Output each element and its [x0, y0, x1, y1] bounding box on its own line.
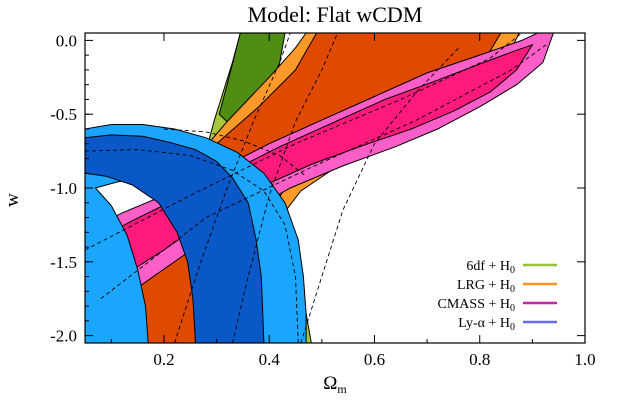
legend-label-lrg: LRG + H0 [457, 278, 515, 295]
y-tick-label: 0.0 [56, 31, 77, 50]
dashed-contour-4 [231, 33, 339, 343]
x-axis: 0.2 0.4 0.6 0.8 1.0 [110, 33, 596, 369]
x-tick-label: 0.6 [364, 350, 385, 369]
x-tick-label: 1.0 [574, 350, 595, 369]
y-tick-label: -1.5 [50, 253, 77, 272]
y-tick-label: -2.0 [50, 327, 77, 346]
x-tick-label: 0.4 [259, 350, 281, 369]
dashed-contour-7 [163, 128, 307, 177]
legend-label-6df: 6df + H0 [466, 259, 515, 276]
legend-label-lya: Ly-α + H0 [458, 316, 515, 333]
x-axis-label: Ωm [323, 373, 347, 396]
contour-lya-68 [85, 134, 265, 343]
legend-label-cmass: CMASS + H0 [438, 297, 515, 314]
dashed-contour-5 [300, 47, 460, 343]
x-axis-label-main: Ω [323, 373, 337, 394]
y-axis-label: w [2, 193, 23, 207]
contour-layer [85, 33, 554, 343]
y-tick-label: -1.0 [50, 179, 77, 198]
plot-area [85, 33, 585, 343]
legend: 6df + H0 LRG + H0 CMASS + H0 Ly-α + H0 [438, 259, 557, 333]
dashed-contour-1 [85, 33, 523, 251]
chart-title: Model: Flat wCDM [248, 2, 423, 27]
x-tick-label: 0.2 [153, 350, 174, 369]
dashed-contour-2 [100, 42, 549, 300]
dashed-contour-6 [85, 149, 299, 343]
y-axis: 0.0 -0.5 -1.0 -1.5 -2.0 [50, 31, 585, 346]
dashed-contour-3 [174, 33, 291, 343]
y-tick-label: -0.5 [50, 105, 77, 124]
dashed-overlay-layer [85, 33, 549, 343]
x-tick-label: 0.8 [469, 350, 490, 369]
x-axis-label-sub: m [337, 382, 347, 396]
